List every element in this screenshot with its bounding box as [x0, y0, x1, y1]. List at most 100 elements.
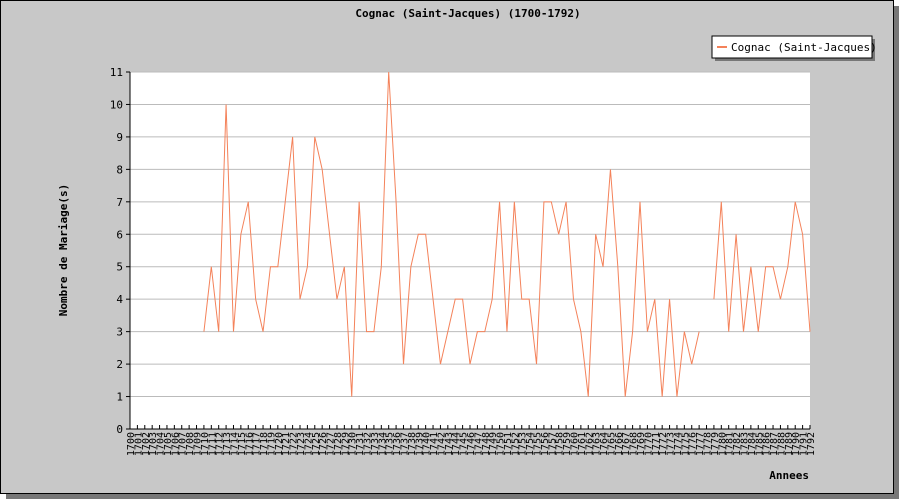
x-tick-label: 1767 [621, 432, 632, 456]
x-tick-label: 1757 [547, 432, 558, 456]
x-tick-label: 1718 [259, 432, 270, 456]
x-tick-label: 1720 [274, 432, 285, 456]
y-tick-label: 2 [116, 358, 123, 371]
x-tick-label: 1782 [732, 432, 743, 456]
x-tick-label: 1712 [215, 432, 226, 456]
x-tick-label: 1772 [658, 432, 669, 456]
y-tick-label: 3 [116, 326, 123, 339]
x-tick-label: 1731 [355, 432, 366, 456]
plot-area [130, 72, 810, 429]
x-tick-label: 1784 [747, 432, 758, 456]
x-tick-label: 1713 [222, 432, 233, 456]
x-tick-label: 1708 [185, 432, 196, 456]
x-tick-label: 1751 [503, 432, 514, 456]
x-tick-label: 1711 [207, 432, 218, 456]
x-tick-label: 1777 [695, 432, 706, 456]
x-tick-label: 1735 [385, 432, 396, 456]
x-tick-label: 1719 [266, 432, 277, 456]
x-tick-label: 1728 [333, 432, 344, 456]
x-tick-label: 1741 [429, 432, 440, 456]
x-tick-label: 1740 [422, 432, 433, 456]
x-tick-label: 1787 [769, 432, 780, 456]
x-tick-label: 1701 [133, 432, 144, 456]
x-tick-label: 1710 [200, 432, 211, 456]
x-tick-label: 1754 [525, 432, 536, 456]
x-tick-label: 1773 [666, 432, 677, 456]
y-axis-label: Nombre de Mariage(s) [57, 184, 70, 316]
x-tick-label: 1762 [584, 432, 595, 456]
x-tick-label: 1759 [562, 432, 573, 456]
x-tick-label: 1790 [791, 432, 802, 456]
x-tick-label: 1780 [717, 432, 728, 456]
x-tick-label: 1756 [540, 432, 551, 456]
x-tick-label: 1700 [126, 432, 137, 456]
x-tick-label: 1732 [363, 432, 374, 456]
x-tick-label: 1725 [311, 432, 322, 456]
y-tick-label: 0 [116, 423, 123, 436]
x-tick-label: 1716 [244, 432, 255, 456]
x-tick-label: 1738 [407, 432, 418, 456]
x-tick-label: 1752 [510, 432, 521, 456]
x-tick-label: 1783 [739, 432, 750, 456]
x-tick-label: 1763 [592, 432, 603, 456]
x-tick-label: 1774 [673, 432, 684, 456]
x-tick-label: 1748 [481, 432, 492, 456]
x-tick-label: 1761 [577, 432, 588, 456]
y-tick-label: 7 [116, 196, 123, 209]
x-tick-label: 1785 [754, 432, 765, 456]
x-tick-label: 1744 [451, 432, 462, 456]
x-tick-label: 1729 [340, 432, 351, 456]
x-tick-label: 1707 [178, 432, 189, 456]
x-tick-label: 1769 [636, 432, 647, 456]
x-tick-label: 1702 [141, 432, 152, 456]
legend-label: Cognac (Saint-Jacques) [731, 41, 877, 54]
x-tick-label: 1789 [784, 432, 795, 456]
x-tick-label: 1722 [289, 432, 300, 456]
x-tick-label: 1747 [473, 432, 484, 456]
x-tick-label: 1750 [496, 432, 507, 456]
y-tick-label: 4 [116, 293, 123, 306]
x-tick-label: 1758 [555, 432, 566, 456]
x-tick-label: 1705 [163, 432, 174, 456]
x-tick-label: 1734 [377, 432, 388, 456]
series-line [203, 71, 811, 397]
x-tick-label: 1703 [148, 432, 159, 456]
x-tick-label: 1771 [651, 432, 662, 456]
x-tick-label: 1715 [237, 432, 248, 456]
x-tick-label: 1766 [614, 432, 625, 456]
x-tick-label: 1739 [414, 432, 425, 456]
y-tick-label: 8 [116, 163, 123, 176]
x-tick-label: 1749 [488, 432, 499, 456]
x-tick-label: 1704 [156, 432, 167, 456]
x-tick-label: 1788 [776, 432, 787, 456]
x-tick-label: 1791 [799, 432, 810, 456]
x-tick-label: 1786 [762, 432, 773, 456]
x-tick-label: 1706 [170, 432, 181, 456]
x-tick-label: 1733 [370, 432, 381, 456]
x-tick-label: 1778 [703, 432, 714, 456]
y-tick-label: 1 [116, 391, 123, 404]
x-tick-label: 1736 [392, 432, 403, 456]
x-tick-label: 1755 [533, 432, 544, 456]
y-tick-label: 9 [116, 131, 123, 144]
x-axis-label: Annees [769, 469, 809, 482]
x-tick-label: 1717 [252, 432, 263, 456]
x-tick-label: 1727 [326, 432, 337, 456]
x-tick-label: 1714 [229, 432, 240, 456]
x-tick-label: 1765 [606, 432, 617, 456]
x-tick-label: 1776 [688, 432, 699, 456]
x-tick-label: 1721 [281, 432, 292, 456]
y-tick-label: 5 [116, 261, 123, 274]
x-tick-label: 1792 [806, 432, 817, 456]
y-tick-label: 10 [110, 98, 123, 111]
x-tick-label: 1743 [444, 432, 455, 456]
x-tick-label: 1775 [680, 432, 691, 456]
x-tick-label: 1726 [318, 432, 329, 456]
x-tick-label: 1724 [303, 432, 314, 456]
x-tick-label: 1781 [725, 432, 736, 456]
x-tick-label: 1745 [459, 432, 470, 456]
x-tick-label: 1709 [193, 432, 204, 456]
x-tick-label: 1764 [599, 432, 610, 456]
x-tick-label: 1746 [466, 432, 477, 456]
